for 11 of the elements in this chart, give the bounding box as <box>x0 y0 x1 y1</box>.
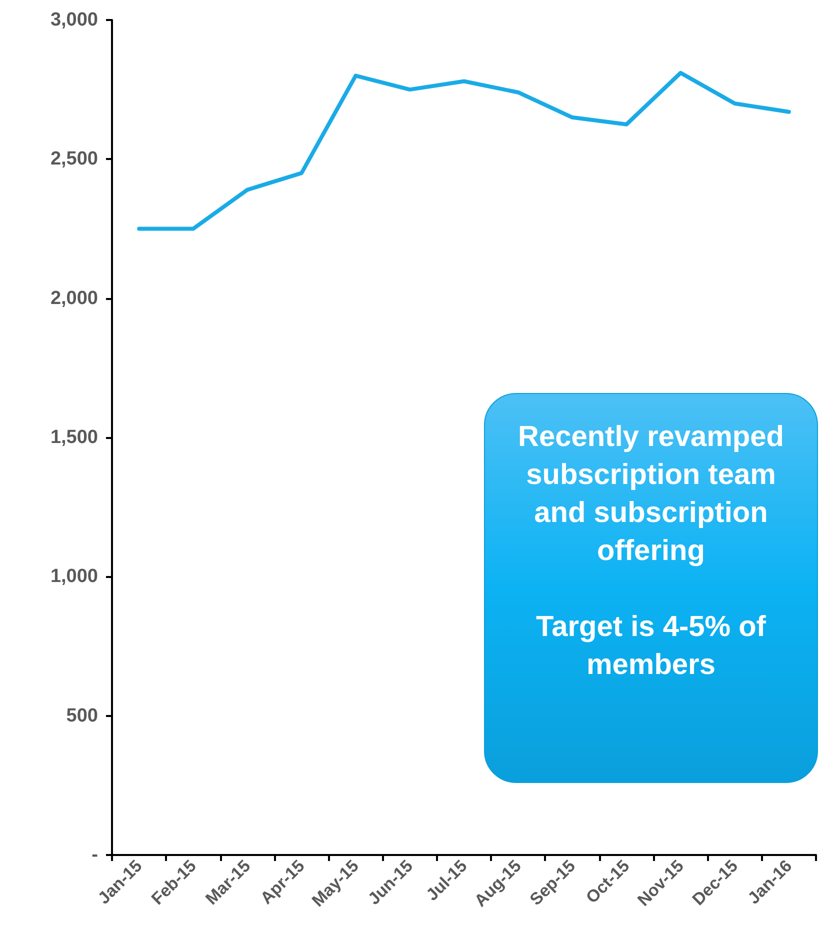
y-tick-label: - <box>92 844 98 866</box>
y-tick-label: 2,500 <box>50 148 98 170</box>
y-tick-label: 1,500 <box>50 427 98 448</box>
y-tick-label: 500 <box>66 705 98 726</box>
callout-box: Recently revamped subscription team and subscription offering Target is 4-5% of members <box>484 393 818 783</box>
y-tick-label: 1,000 <box>50 566 98 588</box>
y-tick-label: 3,000 <box>50 10 98 30</box>
y-tick-label: 2,000 <box>50 288 98 309</box>
annotation: Recently revamped subscription team and subscription offering <box>517 420 785 569</box>
line-series <box>137 70 791 231</box>
annotation: Target is 4-5% of members <box>535 610 767 683</box>
